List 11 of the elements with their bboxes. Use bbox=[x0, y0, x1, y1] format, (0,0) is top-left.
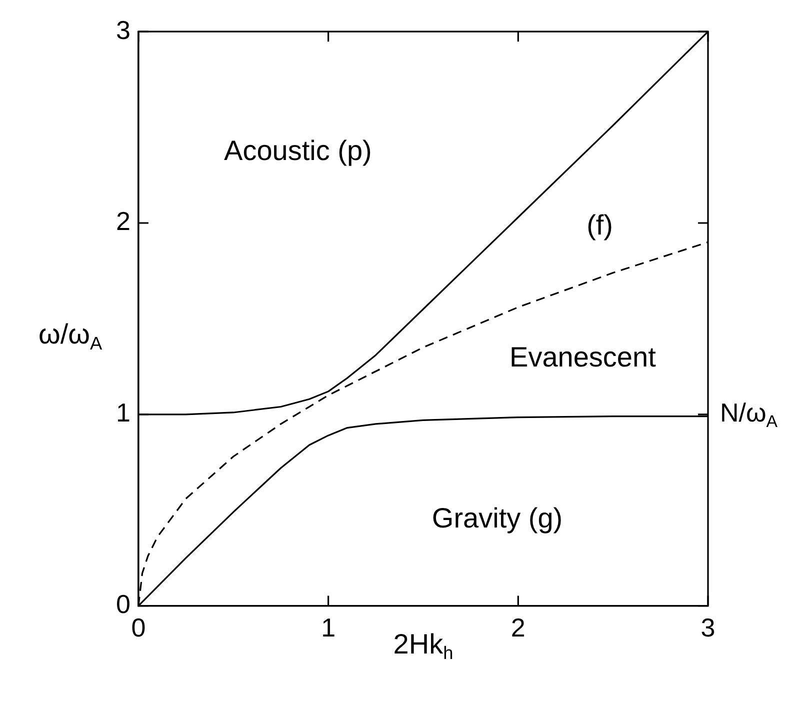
annotation: Evanescent bbox=[510, 342, 656, 373]
annotation: Gravity (g) bbox=[432, 502, 563, 534]
x-tick-label: 1 bbox=[321, 612, 336, 643]
annotation: Acoustic (p) bbox=[224, 134, 372, 166]
y-tick-label: 2 bbox=[116, 206, 130, 236]
y-tick-label: 1 bbox=[116, 398, 130, 428]
annotation: (f) bbox=[586, 210, 614, 241]
y-tick-label: 3 bbox=[116, 14, 130, 45]
x-tick-label: 2 bbox=[510, 612, 526, 643]
y-tick-label: 0 bbox=[116, 588, 130, 619]
x-tick-label: 3 bbox=[700, 612, 716, 643]
